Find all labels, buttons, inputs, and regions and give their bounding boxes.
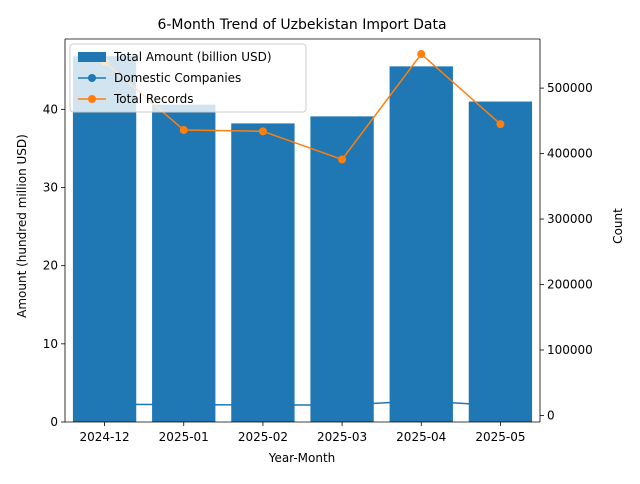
point-0-2024-12: [100, 400, 109, 409]
point-0-2025-01: [179, 400, 188, 409]
y-left-tick-label: 10: [43, 337, 58, 351]
y-left-tick-label: 40: [43, 102, 58, 116]
legend-label: Total Amount (billion USD): [113, 50, 272, 64]
x-tick-label: 2025-04: [396, 430, 446, 444]
bar-2025-02: [231, 123, 295, 423]
legend: Total Amount (billion USD) Domestic Compa…: [69, 43, 307, 113]
legend-swatch-marker: [88, 74, 96, 82]
y-right-tick-label: 300000: [547, 212, 593, 226]
bar-series: [72, 56, 533, 423]
point-0-2025-03: [338, 400, 347, 409]
point-0-2025-05: [496, 401, 505, 410]
x-tick-label: 2025-03: [317, 430, 367, 444]
legend-box: [69, 43, 307, 113]
line-series-0: [104, 400, 501, 407]
y-right-tick-label: 500000: [547, 81, 593, 95]
point-0-2025-04: [417, 397, 426, 406]
y-left-tick-label: 0: [50, 415, 58, 429]
point-1-2025-05: [496, 120, 505, 129]
bar-2025-04: [389, 66, 453, 422]
legend-label: Total Records: [113, 92, 194, 106]
point-0-2025-02: [258, 400, 267, 409]
x-tick-label: 2025-02: [238, 430, 288, 444]
y-left-tick-label: 30: [43, 181, 58, 195]
bar-2025-03: [310, 116, 374, 423]
y-right-tick-label: 100000: [547, 343, 593, 357]
bar-2024-12: [72, 56, 137, 422]
legend-label: Domestic Companies: [114, 71, 241, 85]
legend-swatch-bar: [78, 52, 106, 62]
line-series-1: [104, 52, 501, 161]
y-right-tick-label: 0: [547, 408, 555, 422]
point-1-2025-01: [179, 126, 188, 135]
legend-swatch-marker: [88, 95, 96, 103]
point-1-2025-03: [338, 155, 347, 164]
x-tick-label: 2025-05: [475, 430, 525, 444]
y-right-tick-label: 400000: [547, 147, 593, 161]
bar-2025-01: [152, 104, 216, 423]
chart-title: 6-Month Trend of Uzbekistan Import Data: [157, 17, 446, 33]
bar-2025-05: [468, 101, 533, 422]
y-right-tick-label: 200000: [547, 278, 593, 292]
x-tick-label: 2025-01: [159, 430, 209, 444]
x-axis-label: Year-Month: [268, 451, 336, 465]
x-tick-label: 2024-12: [80, 430, 130, 444]
point-1-2025-04: [417, 50, 426, 59]
y-axis-left-label: Amount (hundred million USD): [15, 134, 29, 318]
y-left-tick-label: 20: [43, 259, 58, 273]
axes: 2024-12 2025-01 2025-02 2025-03 2025-04 2025-…: [43, 38, 593, 444]
y-axis-right-label: Count: [611, 208, 625, 244]
point-1-2025-02: [258, 127, 267, 136]
